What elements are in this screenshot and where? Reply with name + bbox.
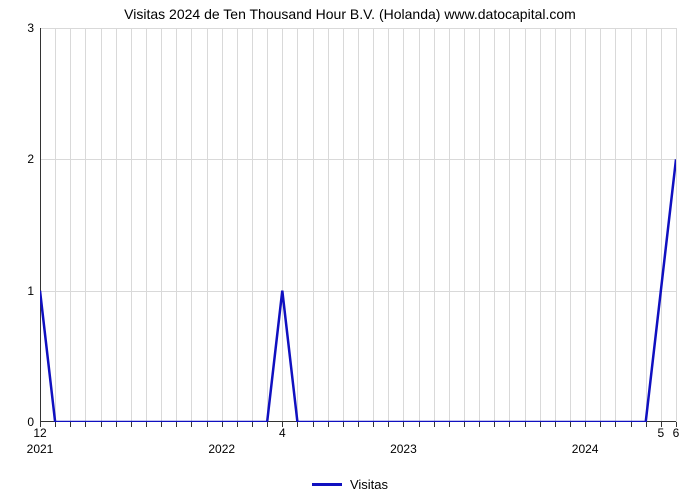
x-month-label: 12 <box>33 426 46 440</box>
y-tick-label: 2 <box>14 152 34 166</box>
x-year-label: 2021 <box>27 442 54 456</box>
legend-label: Visitas <box>350 477 388 492</box>
plot-area <box>40 28 676 422</box>
x-year-label: 2022 <box>208 442 235 456</box>
x-month-label: 4 <box>279 426 286 440</box>
y-tick-label: 3 <box>14 21 34 35</box>
x-month-label: 5 <box>658 426 665 440</box>
x-year-label: 2024 <box>572 442 599 456</box>
legend: Visitas <box>0 476 700 492</box>
x-month-label: 6 <box>673 426 680 440</box>
data-line <box>40 28 676 422</box>
chart-title: Visitas 2024 de Ten Thousand Hour B.V. (… <box>0 6 700 22</box>
y-tick-label: 1 <box>14 284 34 298</box>
y-tick-label: 0 <box>14 415 34 429</box>
grid-v <box>676 28 677 422</box>
x-year-label: 2023 <box>390 442 417 456</box>
legend-swatch <box>312 483 342 486</box>
